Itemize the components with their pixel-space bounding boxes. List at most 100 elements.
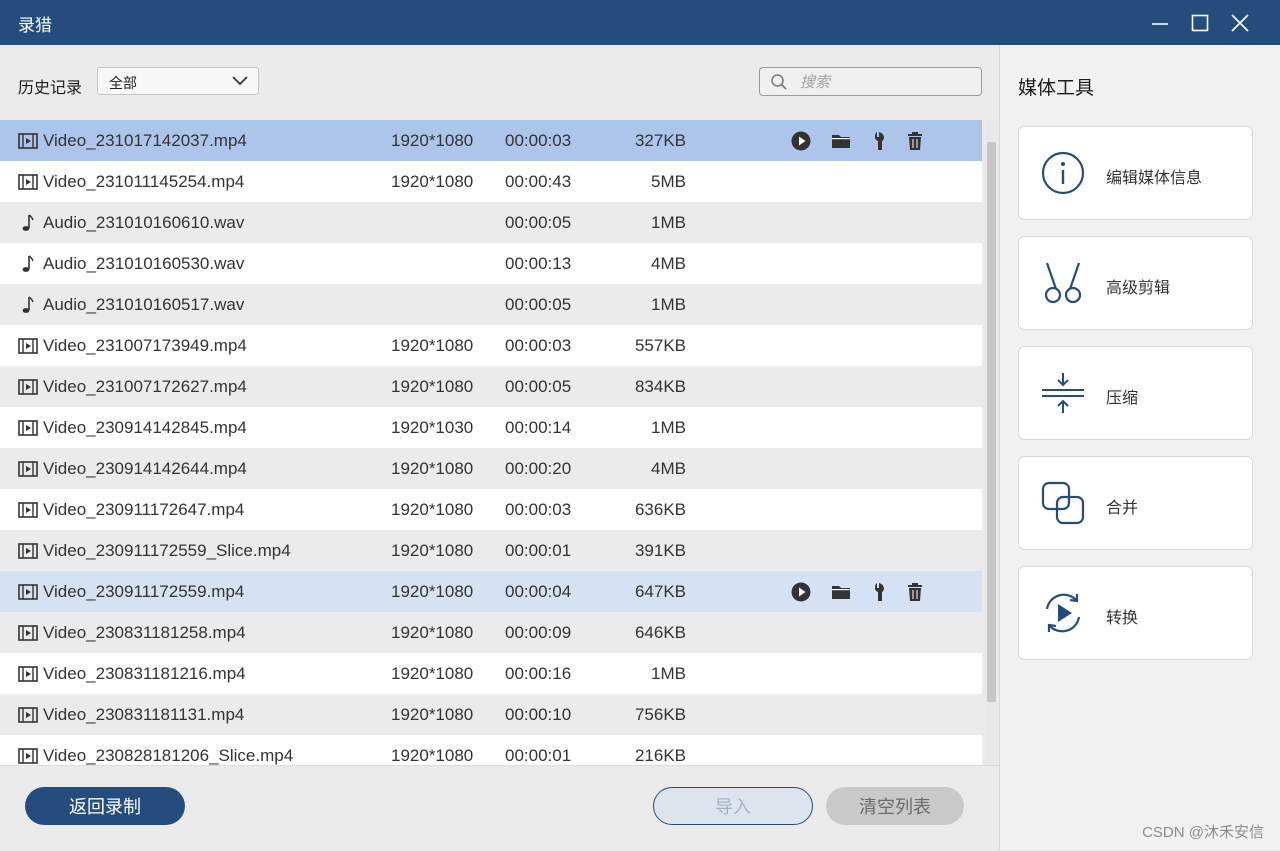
file-duration: 00:00:05	[505, 295, 572, 314]
file-size: 557KB	[634, 336, 686, 355]
file-name: Video_230911172559_Slice.mp4	[43, 541, 291, 560]
file-row[interactable]: Video_230831181258.mp4 1920*1080 00:00:09 6…	[0, 612, 982, 653]
list-scrollbar[interactable]	[985, 120, 997, 765]
tool-label: 合并	[1106, 498, 1139, 517]
tool-advanced-edit[interactable]: 高级剪辑	[1018, 236, 1253, 330]
file-row[interactable]: Video_230828181206_Slice.mp4 1920*1080 00:…	[0, 735, 982, 765]
video-file-icon	[18, 337, 38, 355]
bottom-bar: 返回录制 导入 清空列表	[0, 765, 999, 851]
file-row[interactable]: Audio_231010160530.wav 00:00:13 4MB	[0, 243, 982, 284]
file-row[interactable]: Audio_231010160610.wav 00:00:05 1MB	[0, 202, 982, 243]
open-folder-button[interactable]	[830, 581, 852, 603]
file-row[interactable]: Video_230831181131.mp4 1920*1080 00:00:10 7…	[0, 694, 982, 735]
tool-label: 高级剪辑	[1106, 278, 1171, 297]
minimize-button[interactable]	[1145, 8, 1175, 38]
file-row[interactable]: Video_230911172647.mp4 1920*1080 00:00:03 6…	[0, 489, 982, 530]
file-row[interactable]: Audio_231010160517.wav 00:00:05 1MB	[0, 284, 982, 325]
import-button[interactable]: 导入	[653, 787, 813, 825]
file-size: 1MB	[651, 418, 686, 437]
file-duration: 00:00:16	[505, 664, 572, 683]
file-duration: 00:00:01	[505, 746, 572, 765]
tool-edit-media-info[interactable]: 编辑媒体信息	[1018, 126, 1253, 220]
trash-icon	[904, 132, 926, 156]
media-tools-panel: 媒体工具 编辑媒体信息 高级剪辑 压缩 合并 转换	[999, 45, 1280, 850]
file-duration: 00:00:43	[505, 172, 572, 191]
merge-icon	[1041, 481, 1085, 525]
video-file-icon	[18, 173, 38, 191]
search-box[interactable]	[759, 67, 982, 96]
window-title: 录猎	[18, 16, 52, 36]
back-to-record-button[interactable]: 返回录制	[25, 787, 185, 825]
clear-list-button[interactable]: 清空列表	[826, 787, 964, 825]
file-name: Video_230914142845.mp4	[43, 418, 247, 437]
history-label: 历史记录	[18, 78, 83, 97]
file-name: Audio_231010160517.wav	[43, 295, 245, 314]
file-resolution: 1920*1080	[391, 623, 474, 642]
file-resolution: 1920*1080	[391, 131, 474, 150]
file-name: Audio_231010160530.wav	[43, 254, 245, 273]
history-toolbar: 历史记录 全部	[0, 45, 999, 120]
file-resolution: 1920*1080	[391, 377, 474, 396]
file-resolution: 1920*1080	[391, 336, 474, 355]
video-file-icon	[18, 132, 38, 150]
media-tools-title: 媒体工具	[1018, 77, 1095, 99]
video-file-icon	[18, 665, 38, 683]
file-name: Video_230911172647.mp4	[43, 500, 245, 519]
tool-convert[interactable]: 转换	[1018, 566, 1253, 660]
file-resolution: 1920*1030	[391, 418, 474, 437]
video-file-icon	[18, 542, 38, 560]
history-filter-value: 全部	[109, 76, 137, 92]
file-name: Video_230828181206_Slice.mp4	[43, 746, 294, 765]
file-row[interactable]: Video_230831181216.mp4 1920*1080 00:00:16 1…	[0, 653, 982, 694]
file-resolution: 1920*1080	[391, 172, 474, 191]
file-resolution: 1920*1080	[391, 459, 474, 478]
scrollbar-thumb[interactable]	[987, 142, 996, 702]
tool-label: 转换	[1106, 608, 1139, 627]
file-row[interactable]: Video_231007172627.mp4 1920*1080 00:00:05 8…	[0, 366, 982, 407]
audio-file-icon	[18, 296, 38, 314]
play-button[interactable]	[790, 130, 812, 152]
tool-label: 压缩	[1106, 388, 1139, 407]
file-resolution: 1920*1080	[391, 582, 474, 601]
play-button[interactable]	[790, 581, 812, 603]
tool-compress[interactable]: 压缩	[1018, 346, 1253, 440]
file-row[interactable]: Video_230914142845.mp4 1920*1030 00:00:14 1…	[0, 407, 982, 448]
file-name: Video_230831181258.mp4	[43, 623, 246, 642]
file-row[interactable]: Video_231017142037.mp4 1920*1080 00:00:03 3…	[0, 120, 982, 161]
edit-tool-button[interactable]	[870, 130, 892, 152]
file-row[interactable]: Video_231007173949.mp4 1920*1080 00:00:03 5…	[0, 325, 982, 366]
file-size: 1MB	[651, 664, 686, 683]
video-file-icon	[18, 378, 38, 396]
audio-file-icon	[18, 255, 38, 273]
video-file-icon	[18, 747, 38, 765]
close-button[interactable]	[1225, 8, 1255, 38]
search-input[interactable]	[798, 71, 972, 93]
scissors-icon	[1044, 262, 1082, 304]
file-size: 216KB	[634, 746, 686, 765]
file-name: Audio_231010160610.wav	[43, 213, 245, 232]
file-name: Video_230831181216.mp4	[43, 664, 246, 683]
search-icon	[771, 74, 787, 90]
file-size: 834KB	[634, 377, 686, 396]
maximize-button[interactable]	[1185, 8, 1215, 38]
delete-button[interactable]	[904, 130, 926, 152]
tool-merge[interactable]: 合并	[1018, 456, 1253, 550]
file-row[interactable]: Video_230914142644.mp4 1920*1080 00:00:20 4…	[0, 448, 982, 489]
file-row[interactable]: Video_230911172559.mp4 1920*1080 00:00:04 6…	[0, 571, 982, 612]
watermark: CSDN @沐禾安信	[1142, 824, 1264, 841]
video-file-icon	[18, 706, 38, 724]
history-filter-dropdown[interactable]: 全部	[97, 67, 259, 95]
delete-button[interactable]	[904, 581, 926, 603]
open-folder-button[interactable]	[830, 130, 852, 152]
file-resolution: 1920*1080	[391, 705, 474, 724]
play-icon	[790, 131, 812, 156]
file-name: Video_230911172559.mp4	[43, 582, 245, 601]
file-name: Video_231011145254.mp4	[43, 172, 245, 191]
folder-icon	[830, 135, 852, 156]
info-icon	[1041, 151, 1085, 195]
video-file-icon	[18, 460, 38, 478]
edit-tool-button[interactable]	[870, 581, 892, 603]
file-duration: 00:00:04	[505, 582, 572, 601]
file-row[interactable]: Video_231011145254.mp4 1920*1080 00:00:43 5…	[0, 161, 982, 202]
file-row[interactable]: Video_230911172559_Slice.mp4 1920*1080 00:…	[0, 530, 982, 571]
